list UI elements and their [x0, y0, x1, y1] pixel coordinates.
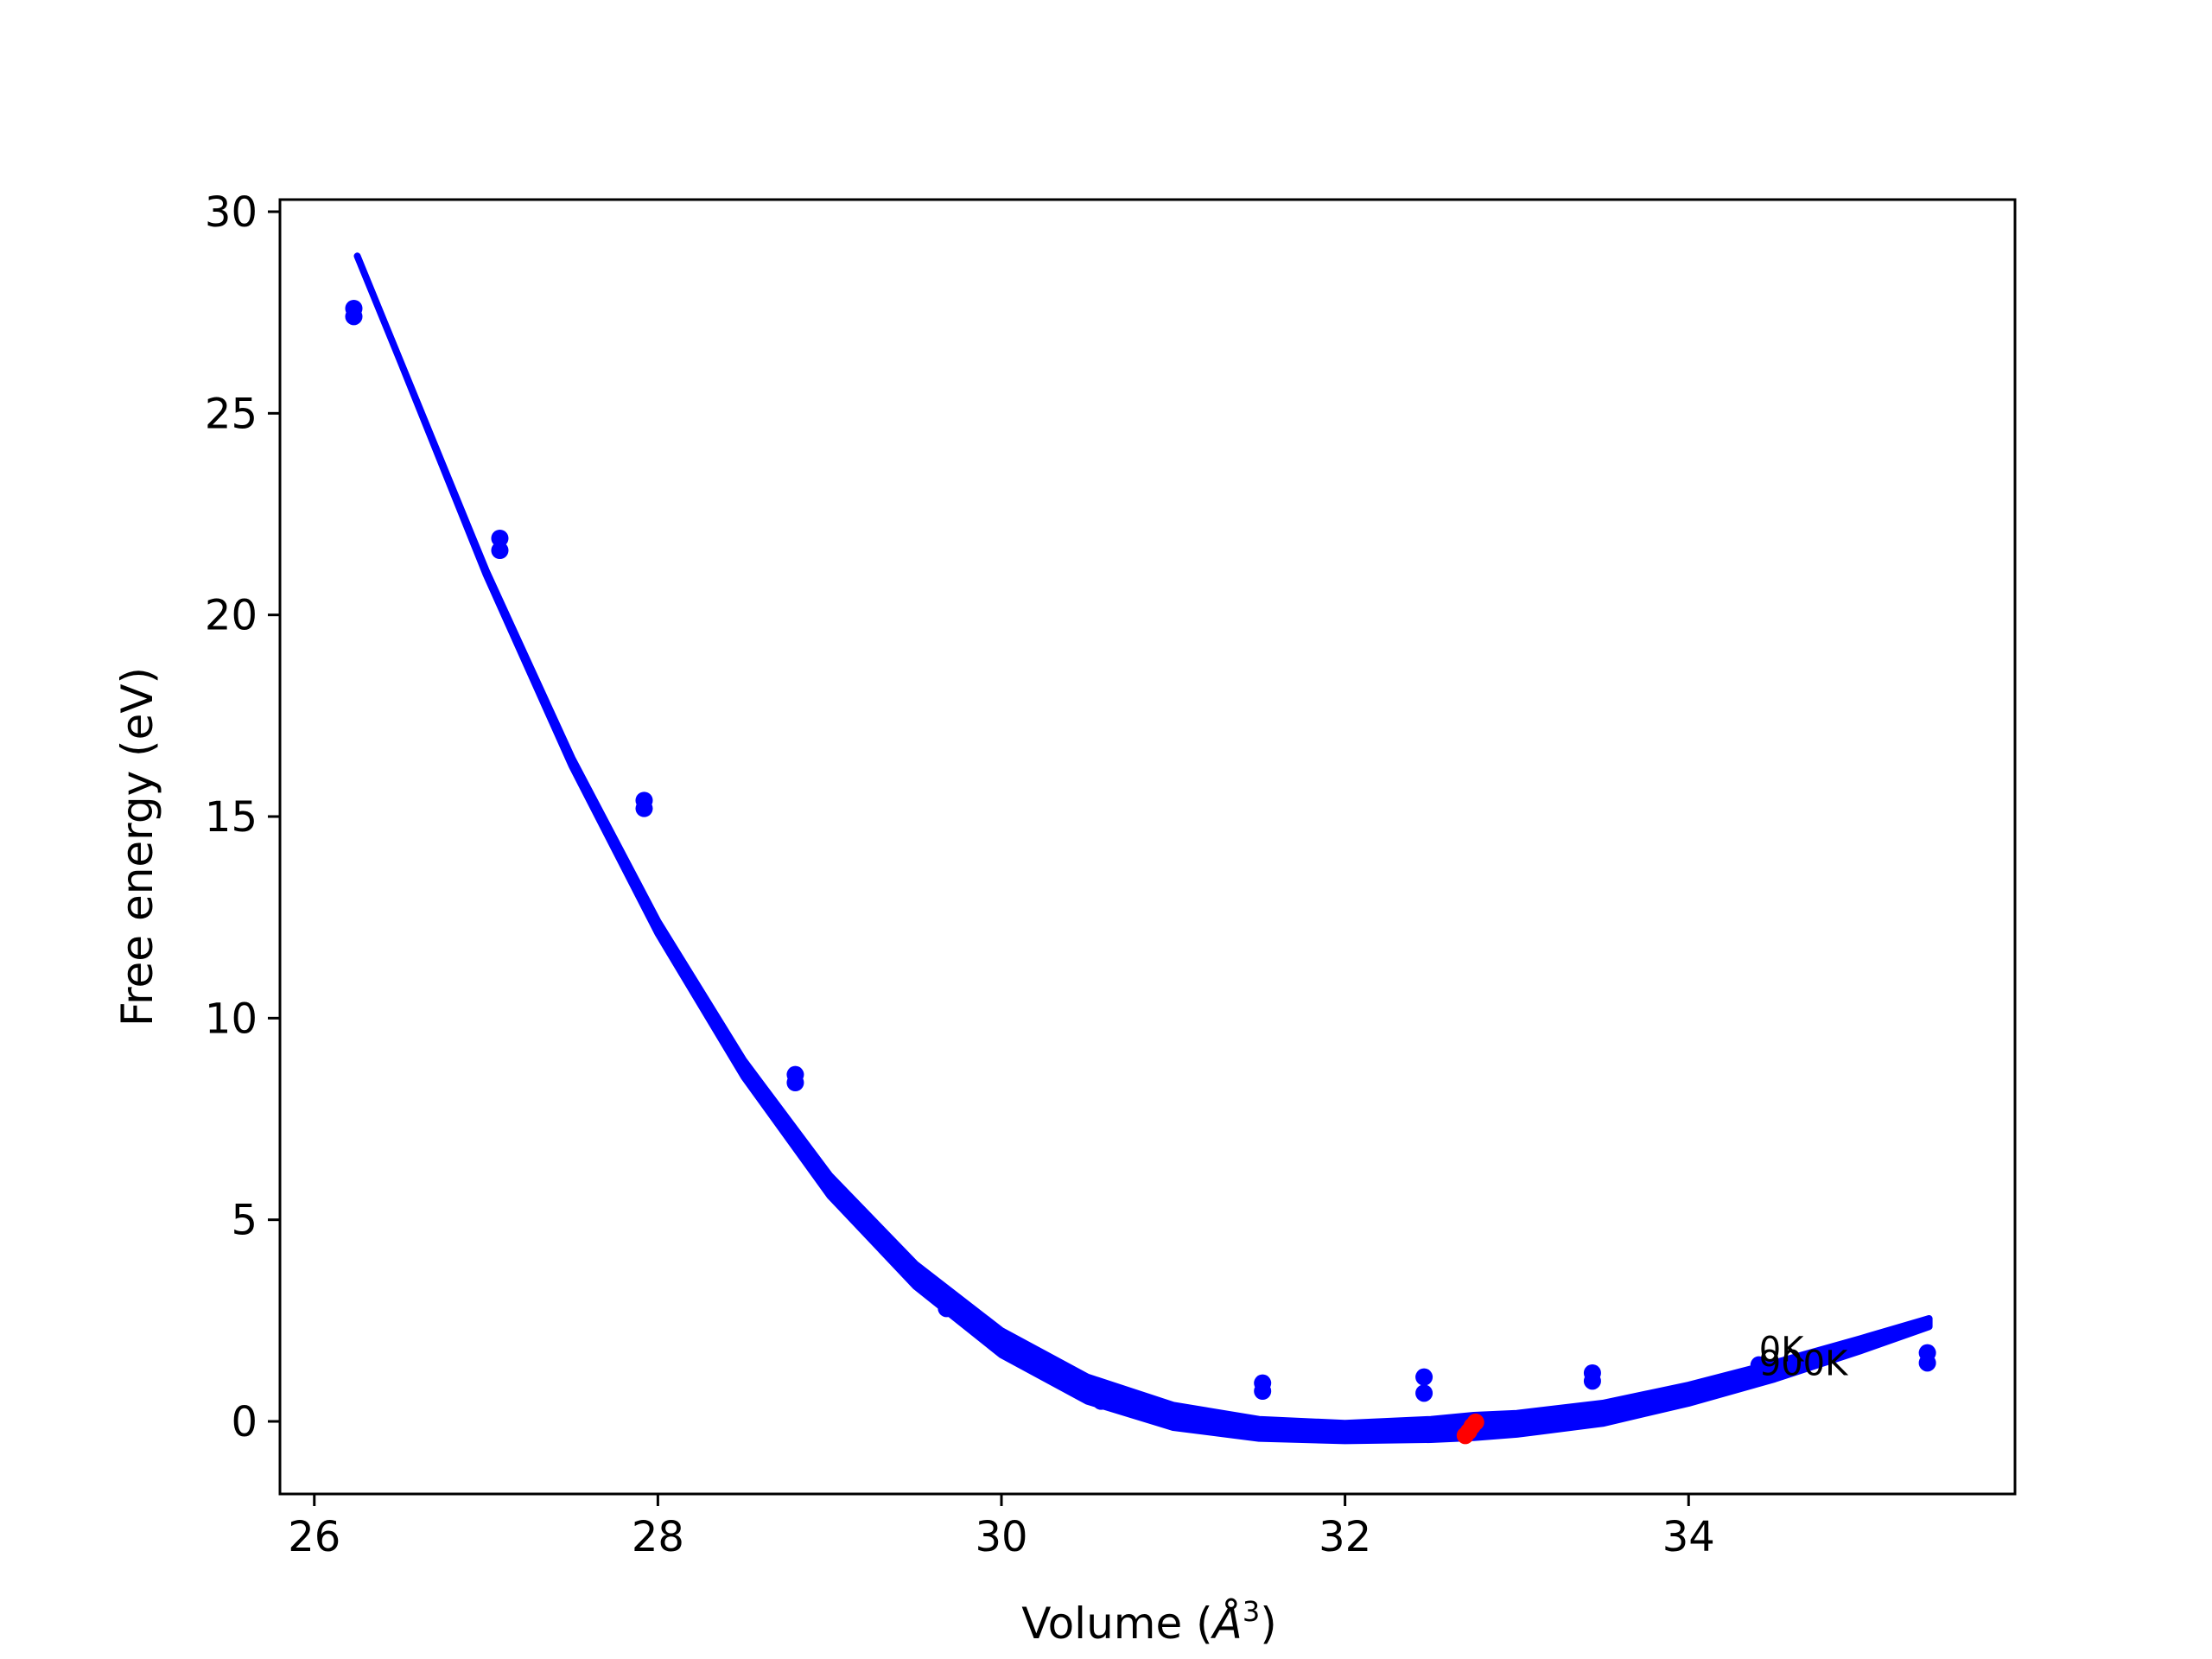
fit-curve-band	[353, 252, 1933, 1445]
data-point	[345, 308, 363, 326]
x-axis: 26 28 30 32 34	[288, 1494, 1715, 1561]
y-axis: 0 5 10 15 20 25 30	[205, 188, 280, 1446]
y-axis-label: Free energy (eV)	[112, 667, 162, 1027]
x-tick-label: 32	[1319, 1513, 1371, 1561]
minimum-point	[1466, 1413, 1484, 1431]
data-point	[938, 1300, 956, 1318]
data-point	[938, 1287, 956, 1306]
data-point	[786, 1074, 804, 1091]
data-point	[1415, 1368, 1433, 1386]
y-tick-label: 5	[231, 1197, 257, 1245]
data-point	[491, 530, 509, 547]
data-point	[1254, 1382, 1272, 1400]
temperature-annotation: 900K	[1759, 1344, 1849, 1384]
data-point	[1750, 1364, 1768, 1382]
x-tick-label: 34	[1662, 1513, 1715, 1561]
data-point	[1092, 1380, 1110, 1398]
data-point	[1583, 1372, 1601, 1390]
y-tick-label: 0	[231, 1398, 257, 1446]
x-axis-label-exponent: 3	[1243, 1595, 1260, 1628]
data-point	[1092, 1392, 1110, 1410]
x-tick-label: 26	[288, 1513, 340, 1561]
x-axis-label-main: Volume (	[1021, 1599, 1212, 1649]
plot-frame	[278, 198, 2017, 1496]
x-tick-label: 30	[975, 1513, 1027, 1561]
y-tick-label: 20	[205, 592, 257, 640]
x-axis-label: Volume (Å3)	[1021, 1595, 1276, 1649]
x-axis-label-unit: Å	[1211, 1599, 1243, 1649]
data-point	[491, 542, 509, 559]
y-tick-label: 25	[205, 390, 257, 438]
plot-content	[345, 252, 1936, 1445]
temperature-annotation: 0K	[1759, 1330, 1805, 1370]
data-point	[635, 799, 653, 817]
x-axis-label-end: )	[1260, 1599, 1277, 1649]
data-point	[1415, 1384, 1433, 1402]
y-tick-label: 15	[205, 793, 257, 842]
y-tick-label: 30	[205, 188, 257, 237]
y-tick-label: 10	[205, 995, 257, 1043]
x-tick-label: 28	[632, 1513, 684, 1561]
data-point	[1918, 1354, 1936, 1372]
